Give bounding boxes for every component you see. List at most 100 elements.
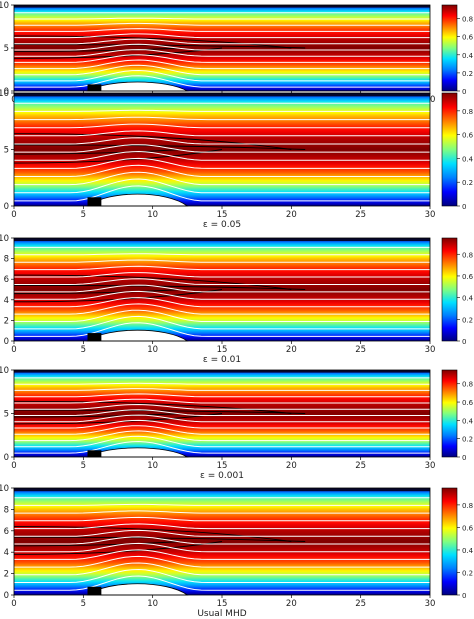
- contour-line: [13, 289, 223, 303]
- streamline: [14, 303, 430, 315]
- streamline: [14, 425, 430, 435]
- x-tick-label: 25: [355, 210, 366, 220]
- colorbar-tick-label: 0.2: [462, 569, 473, 577]
- streamline: [14, 17, 430, 20]
- x-tick-label: 5: [81, 461, 86, 471]
- top-wall: [14, 238, 430, 242]
- colorbar-tick-label: 0.6: [462, 399, 474, 407]
- y-tick-label: 0: [4, 591, 9, 601]
- streamline: [14, 297, 430, 308]
- streamline: [14, 568, 430, 583]
- streamline: [14, 157, 430, 169]
- streamline: [14, 284, 430, 293]
- x-tick-label: 5: [81, 345, 86, 355]
- streamline: [14, 69, 430, 82]
- heatmap-panel-4: 0 5 10 15 20 25 30 0 5 10 ε = 0.001 0 0.2 0.4 0.6 0.8: [0, 366, 474, 481]
- y-tick-label: 8: [4, 255, 9, 265]
- streamline: [14, 130, 430, 137]
- colorbar: [441, 487, 458, 596]
- y-tick-label: 10: [0, 89, 9, 99]
- streamline: [14, 185, 430, 202]
- streamline: [14, 265, 430, 271]
- x-tick-label: 5: [81, 599, 86, 609]
- colorbar-tick-label: 0.6: [462, 524, 474, 532]
- panel-label: ε = 0.05: [203, 220, 241, 230]
- x-tick-label: 20: [286, 599, 297, 609]
- x-tick-label: 0: [11, 461, 16, 471]
- colorbar-tick-label: 0.8: [462, 251, 473, 259]
- x-tick-label: 15: [217, 461, 228, 471]
- streamline: [14, 529, 430, 537]
- streamline: [14, 523, 430, 530]
- y-tick-label: 5: [4, 146, 9, 156]
- y-tick-label: 0: [4, 453, 9, 463]
- streamline: [14, 555, 430, 568]
- contour-line: [13, 413, 181, 418]
- top-wall: [14, 488, 430, 492]
- x-tick-label: 25: [355, 345, 366, 355]
- colorbar-tick-label: 0.8: [462, 381, 473, 389]
- streamline: [14, 75, 430, 88]
- streamline: [14, 54, 430, 63]
- colorbar: [441, 4, 458, 92]
- colorbar-tick-label: 0: [462, 203, 466, 211]
- x-tick-label: 10: [147, 210, 158, 220]
- streamline: [14, 549, 430, 560]
- y-tick-label: 4: [4, 296, 9, 306]
- plate: [87, 333, 102, 341]
- y-tick-label: 10: [0, 1, 9, 11]
- panel-label: Usual MHD: [197, 609, 246, 619]
- colorbar-tick-label: 0.4: [462, 295, 474, 303]
- streamline: [14, 409, 430, 416]
- colorbar-tick-label: 0.8: [462, 16, 473, 24]
- streamline: [14, 38, 430, 45]
- streamline: [14, 22, 430, 26]
- streamline: [14, 137, 430, 145]
- streamline: [14, 516, 430, 522]
- colorbar-tick-label: 0.6: [462, 273, 474, 281]
- streamline: [14, 403, 430, 410]
- streamline: [14, 43, 430, 51]
- x-tick-label: 0: [11, 345, 16, 355]
- x-tick-label: 20: [286, 461, 297, 471]
- plate: [87, 450, 102, 457]
- streamline: [14, 542, 430, 553]
- streamline: [14, 49, 430, 57]
- contour-line: [13, 541, 181, 547]
- streamline: [14, 575, 430, 591]
- heatmap-panel-5: 0 5 10 15 20 25 30 0 2 4 6 8 10 Usual MHD 0 0.2 0.4 0.6 0.…: [0, 484, 474, 619]
- streamline: [14, 272, 430, 278]
- streamline: [14, 164, 430, 177]
- streamline: [14, 259, 430, 263]
- colorbar-tick-label: 0.2: [462, 316, 473, 324]
- contour-line: [13, 149, 223, 164]
- contour-line: [13, 526, 292, 542]
- y-tick-label: 2: [4, 316, 9, 326]
- panel-label: ε = 0.01: [203, 355, 241, 365]
- y-tick-label: 6: [4, 527, 9, 537]
- streamline: [14, 536, 430, 545]
- contour-line: [13, 400, 292, 414]
- colorbar: [441, 369, 458, 458]
- streamline: [14, 382, 430, 385]
- x-tick-label: 15: [217, 345, 228, 355]
- x-tick-label: 30: [425, 345, 436, 355]
- streamline: [14, 322, 430, 337]
- colorbar-tick-label: 0.4: [462, 547, 474, 555]
- streamline: [14, 419, 430, 429]
- top-wall: [14, 5, 430, 8]
- contour-line: [13, 149, 181, 155]
- x-tick-label: 20: [286, 210, 297, 220]
- streamline: [14, 109, 430, 112]
- x-tick-label: 5: [81, 210, 86, 220]
- streamline: [14, 64, 430, 76]
- y-tick-label: 0: [4, 202, 9, 212]
- streamline: [14, 171, 430, 186]
- streamline: [14, 33, 430, 39]
- y-tick-label: 10: [0, 234, 9, 244]
- contour-line: [13, 409, 306, 414]
- x-tick-label: 25: [355, 461, 366, 471]
- colorbar: [441, 237, 458, 342]
